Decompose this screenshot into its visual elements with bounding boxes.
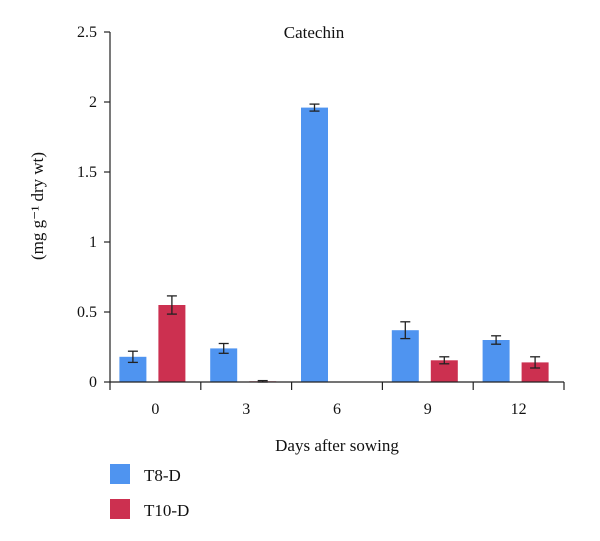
legend-item-t10-d: T10-D [110,499,189,520]
x-tick-label: 3 [242,401,250,418]
legend-swatch [110,464,130,484]
error-bar-t10-d-day-12 [530,356,541,369]
bar-t8-d-day-12 [482,340,510,382]
legend-item-t8-d: T8-D [110,464,181,485]
x-tick-label: 9 [424,401,432,418]
error-bar-t10-d-day-9 [439,356,450,365]
legend-swatch [110,499,130,519]
error-bar-t8-d-day-12 [491,335,502,345]
axes-group: 0 0.5 1 1.5 2 2.5 0 3 6 9 12 [77,24,565,418]
x-tick-label: 0 [151,401,159,418]
y-tick-label: 1.5 [77,164,97,181]
legend-label: T10-D [144,501,189,520]
bar-t8-d-day-3 [210,348,238,382]
legend: T8-D T10-D [110,464,189,520]
error-bar-t8-d-day-9 [400,321,411,340]
y-tick-label: 2.5 [77,24,97,41]
error-bar-t8-d-day-0 [127,350,138,364]
error-bar-t8-d-day-3 [218,342,229,354]
y-tick-label: 2 [89,94,97,111]
x-tick-label: 12 [511,401,527,418]
chart-title: Catechin [284,23,345,42]
y-tick-label: 1 [89,234,97,251]
bar-t10-d-day-9 [430,360,458,382]
bars-group [119,107,549,382]
bar-t8-d-day-6 [301,107,328,382]
bar-t10-d-day-12 [521,362,549,382]
error-bar-t10-d-day-0 [166,295,177,315]
y-tick-label: 0 [89,374,97,391]
bar-t10-d-day-0 [158,305,186,382]
legend-label: T8-D [144,466,181,485]
y-axis-title: (mg g⁻¹ dry wt) [28,152,47,260]
error-bars-group [127,103,541,383]
y-tick-label: 0.5 [77,304,97,321]
x-tick-label: 6 [333,401,341,418]
x-axis-title: Days after sowing [275,436,399,455]
error-bar-t8-d-day-6 [309,103,320,112]
